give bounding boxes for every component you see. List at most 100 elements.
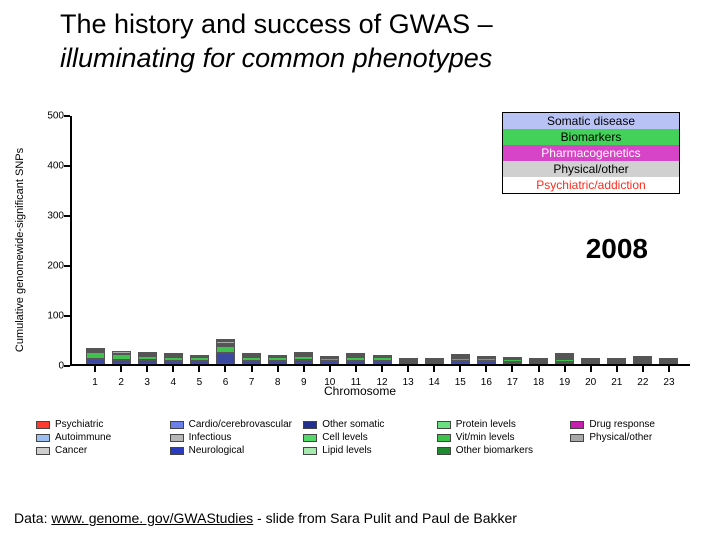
x-tick — [251, 366, 253, 372]
y-tick — [64, 315, 70, 317]
bar-segment — [216, 353, 235, 364]
bar — [399, 358, 418, 365]
y-tick — [64, 165, 70, 167]
x-tick — [224, 366, 226, 372]
legend-label: Physical/other — [589, 432, 652, 443]
bar — [477, 356, 496, 364]
bar — [216, 339, 235, 364]
legend-item: Infectious — [170, 432, 296, 443]
bar — [425, 358, 444, 364]
bar — [659, 358, 678, 365]
legend-item: Protein levels — [437, 419, 563, 430]
x-axis-label: Chromosome — [14, 384, 706, 398]
bar-segment — [112, 360, 131, 365]
title-line1: The history and success of GWAS – — [60, 9, 493, 39]
bar — [607, 358, 626, 364]
bar-segment — [242, 361, 261, 364]
x-tick — [277, 366, 279, 372]
legend-item: Physical/other — [570, 432, 696, 443]
x-tick — [459, 366, 461, 372]
legend-swatch — [303, 434, 317, 442]
legend-swatch — [437, 434, 451, 442]
bar-segment — [346, 361, 365, 364]
bar — [86, 348, 105, 364]
legend-label: Other biomarkers — [456, 445, 533, 456]
x-tick — [355, 366, 357, 372]
x-tick — [668, 366, 670, 372]
bar-segment — [190, 361, 209, 365]
legend-item: Cardio/cerebrovascular — [170, 419, 296, 430]
bar-segment — [294, 360, 313, 365]
slide-root: The history and success of GWAS – illumi… — [0, 0, 720, 540]
credit-prefix: Data: — [14, 510, 51, 526]
legend-item: Drug response — [570, 419, 696, 430]
y-tick-label: 200 — [47, 261, 64, 272]
bar-segment — [373, 361, 392, 365]
x-axis — [70, 364, 690, 366]
x-tick — [303, 366, 305, 372]
y-tick-label: 500 — [47, 111, 64, 122]
legend-item: Cancer — [36, 445, 162, 456]
bar-segment — [477, 361, 496, 364]
x-tick — [433, 366, 435, 372]
x-tick — [407, 366, 409, 372]
legend-column: Drug response Physical/other — [570, 419, 696, 456]
legend-swatch — [570, 421, 584, 429]
x-tick — [590, 366, 592, 372]
bar — [503, 357, 522, 364]
legend-swatch — [303, 421, 317, 429]
bar-segment — [320, 361, 339, 364]
y-tick-label: 100 — [47, 311, 64, 322]
legend-label: Protein levels — [456, 419, 516, 430]
bar — [529, 358, 548, 364]
bar-segment — [86, 359, 105, 364]
credit-link[interactable]: www. genome. gov/GWAStudies — [51, 510, 253, 526]
legend-item: Other biomarkers — [437, 445, 563, 456]
y-tick — [64, 215, 70, 217]
legend-column: PsychiatricAutoimmuneCancer — [36, 419, 162, 456]
legend-item: Cell levels — [303, 432, 429, 443]
legend-label: Lipid levels — [322, 445, 371, 456]
legend-item: Psychiatric — [36, 419, 162, 430]
credit-suffix: - slide from Sara Pulit and Paul de Bakk… — [253, 510, 517, 526]
legend-swatch — [570, 434, 584, 442]
x-tick — [642, 366, 644, 372]
legend-column: Cardio/cerebrovascular Infectious Neurolog… — [170, 419, 296, 456]
y-tick-label: 400 — [47, 161, 64, 172]
bar — [581, 358, 600, 365]
bar — [633, 356, 652, 364]
bar-segment — [451, 361, 470, 364]
legend-swatch — [36, 434, 50, 442]
legend-column: Protein levelsVit/min levelsOther biomar… — [437, 419, 563, 456]
bar — [242, 353, 261, 364]
legend-label: Neurological — [189, 445, 245, 456]
y-tick — [64, 265, 70, 267]
bar — [320, 356, 339, 365]
y-tick — [64, 115, 70, 117]
y-axis-label: Cumulative genomewide-significant SNPs — [14, 148, 26, 352]
x-tick — [538, 366, 540, 372]
x-tick — [94, 366, 96, 372]
x-tick — [616, 366, 618, 372]
x-tick — [172, 366, 174, 372]
legend-swatch — [437, 447, 451, 455]
title-line2: illuminating for common phenotypes — [60, 43, 492, 73]
x-tick — [120, 366, 122, 372]
x-tick — [146, 366, 148, 372]
legend-column: Other somatic Cell levels Lipid levels — [303, 419, 429, 456]
legend-label: Cardio/cerebrovascular — [189, 419, 292, 430]
bar-segment — [216, 346, 235, 353]
bar-segment — [268, 361, 287, 364]
year-callout: 2008 — [586, 233, 648, 265]
slide-title: The history and success of GWAS – illumi… — [60, 8, 680, 76]
legend-item: Other somatic — [303, 419, 429, 430]
bar-segment — [503, 362, 522, 365]
y-tick — [64, 365, 70, 367]
legend-label: Cell levels — [322, 432, 368, 443]
bar-segment — [164, 361, 183, 364]
x-tick — [511, 366, 513, 372]
legend-label: Other somatic — [322, 419, 384, 430]
legend-swatch — [170, 434, 184, 442]
bar-segment — [607, 362, 626, 364]
legend-label: Psychiatric — [55, 419, 103, 430]
